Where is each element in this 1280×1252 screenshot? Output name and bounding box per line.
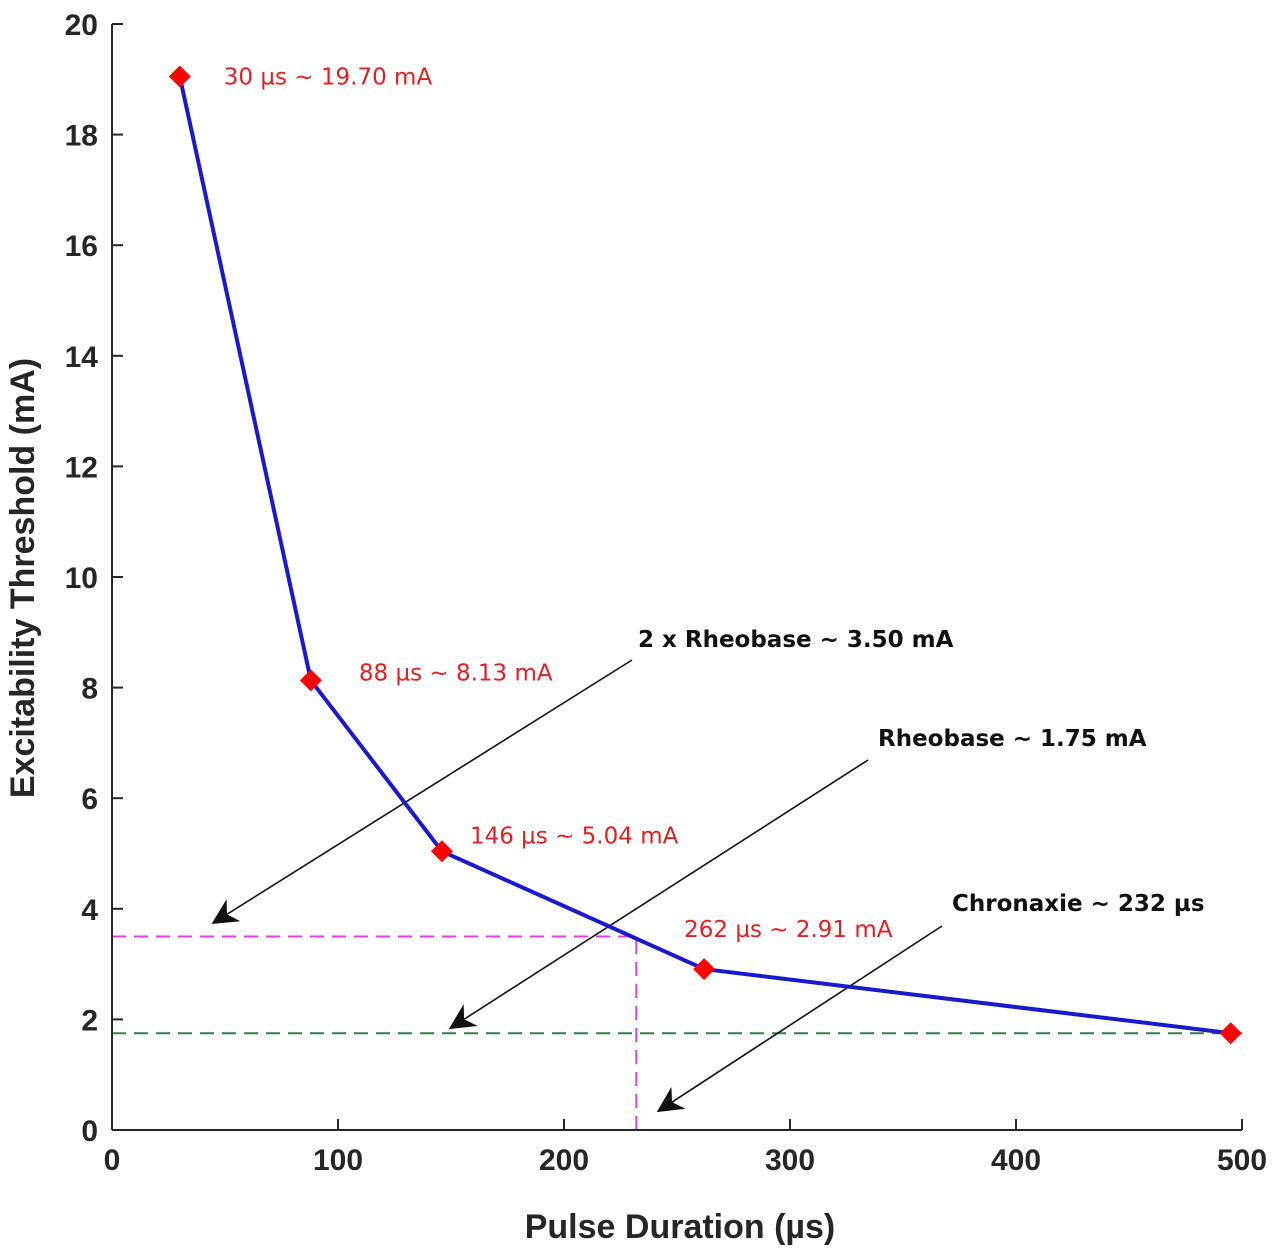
annotation-arrow [448,759,869,1030]
data-point-label: 146 µs ~ 5.04 mA [470,823,679,849]
x-axis-label: Pulse Duration (µs) [525,1208,836,1246]
y-tick-label: 18 [65,120,98,153]
annotations: 2 x Rheobase ~ 3.50 mA Rheobase ~ 1.75 mA… [211,627,1205,1113]
y-tick-label: 8 [81,673,98,706]
x-tick-label: 300 [765,1144,815,1177]
x-tick-label: 0 [104,1144,121,1177]
data-point-marker [1219,1022,1242,1045]
data-point-label: 262 µs ~ 2.91 mA [684,917,893,943]
data-point-marker [299,669,322,692]
y-tick-label: 10 [65,562,98,595]
point-labels: 30 µs ~ 19.70 mA 88 µs ~ 8.13 mA 146 µs ~ … [224,65,893,944]
y-tick-label: 14 [65,341,99,374]
x-tick-label: 400 [991,1144,1041,1177]
axes: 0 100 200 300 400 500 0 2 4 6 8 10 12 14 16 18 20 [65,9,1267,1177]
y-tick-label: 20 [65,9,98,42]
annotation-label: 2 x Rheobase ~ 3.50 mA [638,627,954,653]
data-point-marker [430,840,453,863]
annotation-arrow [656,925,943,1113]
data-point-marker [693,958,716,981]
y-tick-label: 6 [81,783,98,816]
y-tick-label: 16 [65,230,98,263]
y-tick-label: 2 [81,1004,98,1037]
annotation-arrow [211,659,633,925]
x-tick-label: 100 [313,1144,363,1177]
y-axis-label: Excitability Threshold (mA) [4,358,42,798]
reference-lines [112,935,1242,1130]
x-tick-label: 200 [539,1144,589,1177]
y-tick-label: 0 [81,1115,98,1148]
x-tick-label: 500 [1217,1144,1267,1177]
annotation-label: Rheobase ~ 1.75 mA [878,726,1147,752]
y-tick-label: 12 [65,451,98,484]
data-point-label: 30 µs ~ 19.70 mA [224,65,433,91]
series-line [177,76,1231,1036]
y-tick-label: 4 [81,894,98,927]
data-point-label: 88 µs ~ 8.13 mA [359,660,553,686]
data-point-marker [168,65,191,88]
annotation-label: Chronaxie ~ 232 µs [952,891,1205,917]
series [168,65,1242,1045]
